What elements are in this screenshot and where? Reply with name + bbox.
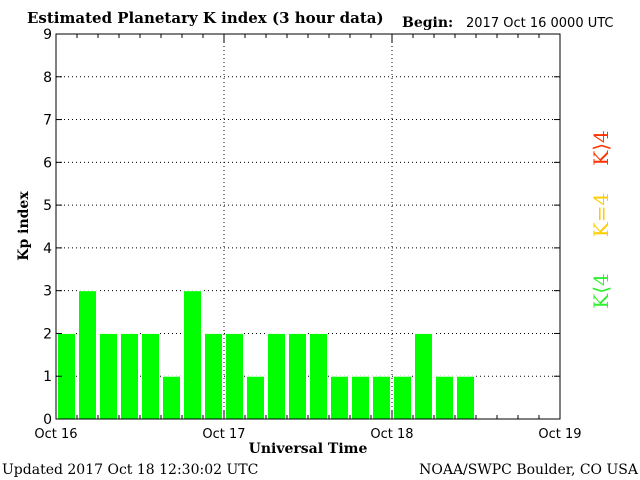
y-tick-label: 0: [43, 412, 52, 428]
x-tick-labels: Oct 16 Oct 17 Oct 18 Oct 19: [34, 427, 581, 442]
y-tick-label: 2: [43, 326, 52, 342]
legend-k-less-4: K⟨4: [589, 273, 613, 308]
kp-bar: [288, 332, 307, 420]
kp-bar: [351, 375, 370, 420]
y-tick-label: 5: [43, 198, 52, 214]
kp-bar: [204, 332, 223, 420]
kp-bar: [99, 332, 118, 420]
kp-bar: [309, 332, 328, 420]
y-axis-label: Kp index: [16, 191, 32, 261]
bars: [57, 290, 475, 420]
chart-title: Estimated Planetary K index (3 hour data…: [27, 9, 384, 27]
begin-value: 2017 Oct 16 0000 UTC: [466, 16, 614, 31]
legend-k-greater-4: K⟩4: [589, 130, 613, 165]
kp-bar: [162, 375, 181, 420]
y-tick-label: 6: [43, 155, 52, 171]
kp-bar: [246, 375, 265, 420]
x-tick-label: Oct 19: [538, 427, 581, 442]
kp-bar: [141, 332, 160, 420]
kp-bar: [393, 375, 412, 420]
x-tick-label: Oct 18: [370, 427, 413, 442]
kp-bar: [414, 332, 433, 420]
begin-label: Begin:: [402, 15, 453, 31]
y-tick-labels: 0 1 2 3 4 5 6 7 8 9: [43, 27, 52, 428]
y-tick-label: 3: [43, 284, 52, 300]
updated-timestamp: Updated 2017 Oct 18 12:30:02 UTC: [2, 462, 258, 478]
kp-bar: [225, 332, 244, 420]
y-tick-label: 9: [43, 27, 52, 43]
kp-bar: [435, 375, 454, 420]
kp-bar: [267, 332, 286, 420]
x-tick-label: Oct 17: [202, 427, 245, 442]
kp-bar: [120, 332, 139, 420]
kp-bar: [183, 290, 202, 420]
kp-bar: [456, 375, 475, 420]
x-tick-label: Oct 16: [34, 427, 77, 442]
y-tick-label: 4: [43, 241, 52, 257]
y-tick-label: 1: [43, 369, 52, 385]
kp-bar: [330, 375, 349, 420]
source-credit: NOAA/SWPC Boulder, CO USA: [419, 462, 639, 478]
kp-bar: [372, 375, 391, 420]
y-tick-label: 8: [43, 70, 52, 86]
axis-ticks: [55, 33, 561, 420]
legend-k-equal-4: K=4: [589, 193, 613, 237]
x-axis-label: Universal Time: [249, 441, 368, 457]
y-tick-label: 7: [43, 113, 52, 129]
kp-bar: [78, 290, 97, 420]
